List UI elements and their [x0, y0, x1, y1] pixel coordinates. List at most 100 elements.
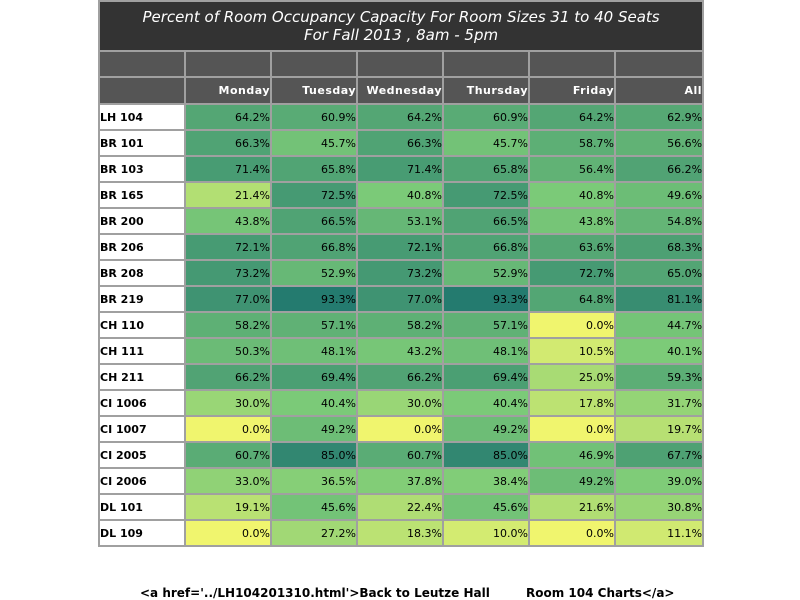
heatmap-cell: 66.8%: [270, 233, 358, 261]
heatmap-cell: 85.0%: [442, 441, 530, 469]
chart-subtitle: For Fall 2013 , 8am - 5pm: [303, 26, 499, 44]
room-label: BR 200: [98, 207, 186, 235]
heatmap-cell: 93.3%: [442, 285, 530, 313]
heatmap-cell: 45.6%: [270, 493, 358, 521]
column-header-wednesday: Wednesday: [356, 76, 444, 105]
room-label: BR 206: [98, 233, 186, 261]
heatmap-cell: 93.3%: [270, 285, 358, 313]
heatmap-cell: 66.2%: [356, 363, 444, 391]
heatmap-cell: 39.0%: [613, 467, 705, 495]
heatmap-cell: 49.6%: [613, 181, 705, 209]
footer-link-right[interactable]: Room 104 Charts</a>: [526, 586, 675, 600]
heatmap-cell: 54.8%: [613, 207, 705, 235]
header-spacer-row: [98, 50, 705, 78]
heatmap-cell: 73.2%: [184, 259, 272, 287]
heatmap-cell: 43.8%: [528, 207, 616, 235]
heatmap-cell: 43.2%: [356, 337, 444, 365]
room-label: DL 101: [98, 493, 186, 521]
heatmap-cell: 71.4%: [356, 155, 444, 183]
column-header-all: All: [613, 76, 705, 105]
table-row: BR 165 21.4% 72.5% 40.8% 72.5% 40.8% 49.6%: [98, 181, 705, 209]
heatmap-cell: 77.0%: [356, 285, 444, 313]
heatmap-cell: 11.1%: [613, 519, 705, 547]
table-row: CI 2006 33.0% 36.5% 37.8% 38.4% 49.2% 39.0%: [98, 467, 705, 495]
table-row: CI 2005 60.7% 85.0% 60.7% 85.0% 46.9% 67.7%: [98, 441, 705, 469]
heatmap-cell: 66.5%: [442, 207, 530, 235]
heatmap-cell: 45.6%: [442, 493, 530, 521]
heatmap-cell: 63.6%: [528, 233, 616, 261]
heatmap-cell: 0.0%: [528, 311, 616, 339]
heatmap-cell: 57.1%: [442, 311, 530, 339]
heatmap-cell: 67.7%: [613, 441, 705, 469]
heatmap-cell: 10.5%: [528, 337, 616, 365]
heatmap-cell: 66.8%: [442, 233, 530, 261]
heatmap-cell: 68.3%: [613, 233, 705, 261]
footer-link-left[interactable]: <a href='../LH104201310.html'>Back to Le…: [140, 586, 490, 600]
heatmap-cell: 64.2%: [528, 103, 616, 131]
heatmap-cell: 44.7%: [613, 311, 705, 339]
heatmap-cell: 65.8%: [270, 155, 358, 183]
column-header-friday: Friday: [528, 76, 616, 105]
heatmap-cell: 69.4%: [270, 363, 358, 391]
heatmap-cell: 40.4%: [442, 389, 530, 417]
table-row: CH 211 66.2% 69.4% 66.2% 69.4% 25.0% 59.3%: [98, 363, 705, 391]
heatmap-cell: 33.0%: [184, 467, 272, 495]
heatmap-cell: 40.8%: [528, 181, 616, 209]
column-header-row: Monday Tuesday Wednesday Thursday Friday All: [98, 76, 705, 105]
heatmap-cell: 0.0%: [528, 415, 616, 443]
room-label: CI 2006: [98, 467, 186, 495]
heatmap-cell: 56.6%: [613, 129, 705, 157]
room-label: DL 109: [98, 519, 186, 547]
heatmap-cell: 30.0%: [184, 389, 272, 417]
heatmap-cell: 27.2%: [270, 519, 358, 547]
heatmap-cell: 0.0%: [356, 415, 444, 443]
heatmap-cell: 66.2%: [184, 363, 272, 391]
column-header-tuesday: Tuesday: [270, 76, 358, 105]
heatmap-cell: 36.5%: [270, 467, 358, 495]
heatmap-cell: 48.1%: [270, 337, 358, 365]
heatmap-cell: 73.2%: [356, 259, 444, 287]
chart-container: Percent of Room Occupancy Capacity For R…: [97, 0, 705, 547]
heatmap-cell: 49.2%: [270, 415, 358, 443]
heatmap-cell: 60.7%: [356, 441, 444, 469]
heatmap-cell: 38.4%: [442, 467, 530, 495]
heatmap-cell: 40.1%: [613, 337, 705, 365]
table-row: BR 219 77.0% 93.3% 77.0% 93.3% 64.8% 81.1%: [98, 285, 705, 313]
chart-title: Percent of Room Occupancy Capacity For R…: [142, 8, 660, 26]
corner-header: [98, 76, 186, 105]
heatmap-cell: 45.7%: [270, 129, 358, 157]
heatmap-cell: 30.0%: [356, 389, 444, 417]
heatmap-cell: 81.1%: [613, 285, 705, 313]
room-label: CH 110: [98, 311, 186, 339]
heatmap-cell: 31.7%: [613, 389, 705, 417]
heatmap-cell: 21.4%: [184, 181, 272, 209]
heatmap-cell: 85.0%: [270, 441, 358, 469]
table-row: DL 109 0.0% 27.2% 18.3% 10.0% 0.0% 11.1%: [98, 519, 705, 547]
heatmap-cell: 56.4%: [528, 155, 616, 183]
heatmap-cell: 66.3%: [356, 129, 444, 157]
heatmap-cell: 65.8%: [442, 155, 530, 183]
heatmap-cell: 40.8%: [356, 181, 444, 209]
heatmap-cell: 58.2%: [356, 311, 444, 339]
heatmap-cell: 72.7%: [528, 259, 616, 287]
heatmap-cell: 59.3%: [613, 363, 705, 391]
room-label: BR 101: [98, 129, 186, 157]
heatmap-cell: 52.9%: [270, 259, 358, 287]
heatmap-cell: 71.4%: [184, 155, 272, 183]
heatmap-cell: 19.1%: [184, 493, 272, 521]
column-header-thursday: Thursday: [442, 76, 530, 105]
heatmap-cell: 52.9%: [442, 259, 530, 287]
room-label: CI 1007: [98, 415, 186, 443]
heatmap-cell: 17.8%: [528, 389, 616, 417]
heatmap-cell: 72.5%: [442, 181, 530, 209]
column-header-monday: Monday: [184, 76, 272, 105]
table-row: CI 1007 0.0% 49.2% 0.0% 49.2% 0.0% 19.7%: [98, 415, 705, 443]
room-label: LH 104: [98, 103, 186, 131]
table-row: BR 200 43.8% 66.5% 53.1% 66.5% 43.8% 54.8%: [98, 207, 705, 235]
heatmap-cell: 65.0%: [613, 259, 705, 287]
heatmap-cell: 77.0%: [184, 285, 272, 313]
heatmap-cell: 58.7%: [528, 129, 616, 157]
heatmap-cell: 66.3%: [184, 129, 272, 157]
heatmap-cell: 72.5%: [270, 181, 358, 209]
heatmap-cell: 45.7%: [442, 129, 530, 157]
